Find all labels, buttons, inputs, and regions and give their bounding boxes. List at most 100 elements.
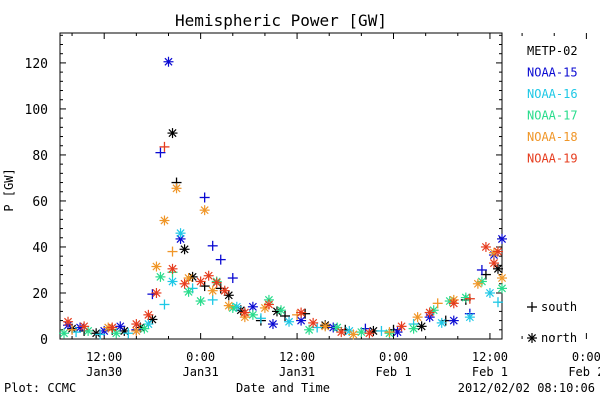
data-point-north	[267, 319, 278, 330]
star-d2	[116, 322, 125, 331]
star-d2	[489, 259, 498, 268]
data-point-south	[464, 293, 475, 304]
data-point-north	[464, 312, 475, 323]
data-point-north	[143, 309, 154, 320]
star-d2	[527, 333, 537, 343]
star-d2	[425, 308, 434, 317]
star-d2	[248, 302, 257, 311]
data-point-north	[183, 286, 194, 297]
data-point-north	[195, 296, 206, 307]
star-d2	[160, 216, 169, 225]
series-noaa-15	[63, 56, 507, 338]
data-point-south	[480, 269, 491, 280]
star-d2	[80, 322, 89, 331]
x-tick-label-date: Feb 1	[375, 365, 411, 379]
footer-timestamp: 2012/02/02 08:10:06	[458, 381, 595, 395]
data-point-north	[392, 327, 403, 338]
chart-title: Hemispheric Power [GW]	[175, 11, 387, 30]
data-point-south	[215, 283, 226, 294]
data-point-south	[159, 141, 170, 152]
legend-entry: NOAA-17	[527, 109, 578, 123]
star-d2	[345, 326, 354, 335]
star-d2	[176, 234, 185, 243]
star-d2	[164, 57, 173, 66]
plot-frame	[59, 32, 503, 340]
data-point-north	[63, 316, 74, 327]
data-point-north	[111, 328, 122, 339]
x-tick-label-time: 12:00	[279, 350, 315, 364]
star-d2	[285, 317, 294, 326]
star-d2	[200, 206, 209, 215]
data-point-north	[460, 292, 471, 303]
data-point-south	[476, 264, 487, 275]
data-point-north	[408, 323, 419, 334]
x-tick-label-time: 0:00	[379, 350, 408, 364]
marker-key: south north	[527, 300, 577, 345]
star-d2	[465, 313, 474, 322]
data-point-north	[211, 277, 222, 288]
footer-credit: Plot: CCMC	[4, 381, 76, 395]
y-tick-label: 0	[40, 333, 48, 348]
data-point-south	[292, 309, 303, 320]
data-point-north	[436, 317, 447, 328]
star-d2	[240, 308, 249, 317]
star-d2	[497, 234, 507, 243]
data-point-north	[167, 276, 178, 287]
data-point-north	[107, 322, 118, 333]
star-d2	[357, 328, 366, 337]
data-point-north	[171, 183, 182, 194]
marker-key-north: north	[541, 331, 577, 345]
data-point-north	[223, 290, 234, 301]
data-point-south	[123, 328, 134, 339]
star-d2	[309, 318, 318, 327]
star-d2	[59, 329, 69, 338]
y-tick-label: 60	[32, 195, 48, 210]
star-d2	[276, 306, 286, 315]
data-point-south	[215, 254, 226, 265]
data-point-south	[207, 240, 218, 251]
y-tick-label: 120	[25, 57, 48, 72]
data-point-north	[296, 307, 307, 318]
star-d2	[297, 316, 306, 325]
data-point-south	[71, 327, 82, 338]
star-d2	[493, 264, 503, 273]
star-d2	[297, 308, 306, 317]
legend-entry: NOAA-18	[527, 130, 578, 144]
data-point-south	[159, 299, 170, 310]
star-d2	[220, 286, 229, 295]
data-point-north	[448, 298, 459, 309]
star-d2	[196, 297, 205, 306]
data-point-north	[492, 246, 503, 257]
star-d2	[168, 264, 177, 273]
star-d2	[409, 324, 418, 333]
star-d2	[132, 326, 141, 335]
star-d2	[337, 328, 346, 337]
data-point-north	[115, 321, 126, 332]
data-point-north	[308, 317, 319, 328]
star-d2	[196, 277, 205, 286]
star-d2	[449, 299, 458, 308]
series-noaa-18	[67, 183, 507, 340]
data-point-north	[284, 316, 295, 327]
data-point-north	[179, 244, 190, 255]
star-d2	[268, 320, 277, 329]
data-point-north	[247, 309, 258, 320]
star-d2	[112, 329, 121, 338]
y-tick-label: 80	[32, 149, 48, 164]
star-d2	[493, 247, 503, 256]
star-d2	[204, 271, 213, 280]
star-d2	[184, 274, 193, 283]
star-d2	[236, 306, 245, 315]
data-point-north	[472, 278, 483, 289]
data-point-north	[167, 128, 178, 139]
data-point-north	[416, 321, 427, 332]
data-point-north	[348, 329, 359, 340]
data-point-north	[175, 228, 186, 239]
data-point-north	[497, 273, 507, 284]
star-d2	[92, 329, 101, 338]
data-point-north	[527, 333, 537, 343]
x-tick-label-date: Feb 2	[568, 365, 600, 379]
data-point-north	[131, 319, 142, 330]
